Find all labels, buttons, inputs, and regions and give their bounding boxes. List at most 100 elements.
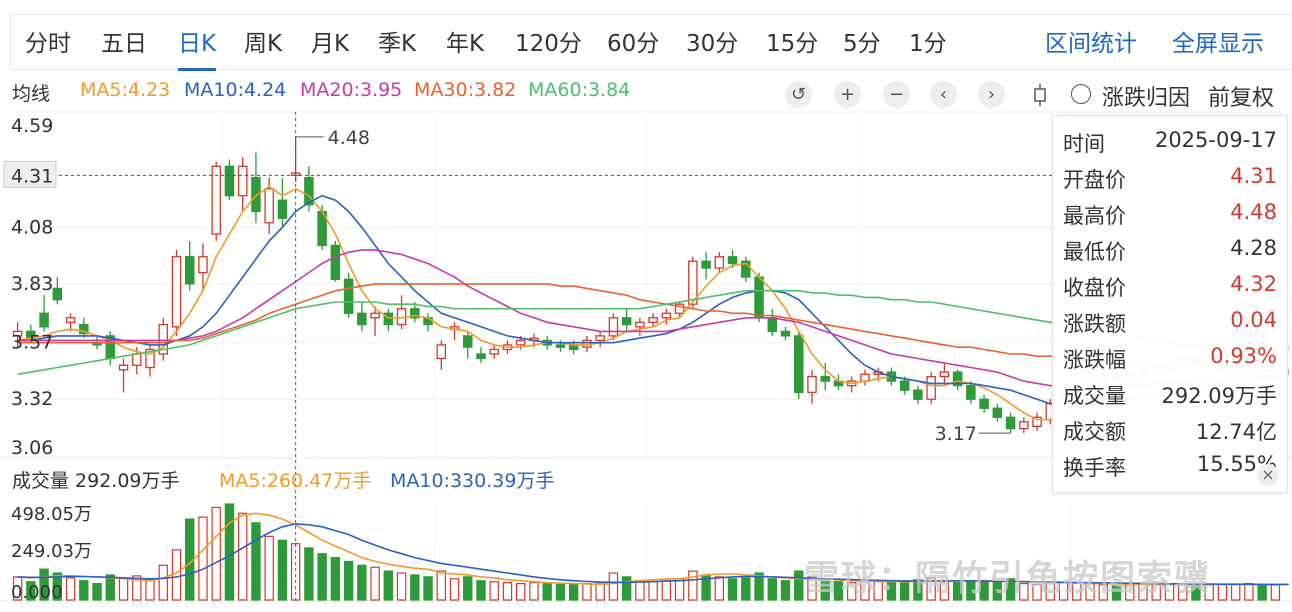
volume-bar bbox=[529, 582, 539, 601]
tab-5[interactable]: 季K bbox=[378, 31, 417, 57]
undo-icon[interactable]: ↺ bbox=[785, 81, 812, 108]
tab-6[interactable]: 年K bbox=[446, 31, 485, 57]
candle-body bbox=[621, 317, 632, 326]
volume-bar bbox=[502, 582, 513, 601]
info-row: 涨跌额 0.04 bbox=[1063, 308, 1277, 338]
fuquan-option[interactable]: 涨跌归因 bbox=[1102, 86, 1191, 111]
high-annotation: 4.48 bbox=[328, 127, 370, 149]
info-label: 开盘价 bbox=[1063, 168, 1126, 192]
candle-body bbox=[251, 176, 261, 213]
ma5-legend: MA5:4.23 bbox=[80, 79, 171, 101]
tab-12[interactable]: 1分 bbox=[909, 31, 947, 57]
zoom-out-icon[interactable]: − bbox=[883, 81, 910, 108]
info-value: 0.93% bbox=[1210, 344, 1277, 368]
price-tick-label: 4.08 bbox=[11, 216, 53, 238]
tab-8[interactable]: 60分 bbox=[607, 31, 660, 57]
volume-bar bbox=[158, 564, 168, 601]
volume-bar bbox=[555, 583, 566, 601]
info-label: 涨跌幅 bbox=[1063, 348, 1126, 372]
info-row: 成交额 12.74亿 bbox=[1063, 416, 1277, 446]
volume-bar bbox=[436, 570, 446, 601]
candle-body bbox=[913, 389, 923, 400]
candle-body bbox=[423, 317, 433, 326]
candle-body bbox=[727, 256, 738, 265]
close-icon[interactable]: × bbox=[1257, 464, 1279, 486]
tab-11[interactable]: 5分 bbox=[843, 31, 881, 57]
ma30-legend: MA30:3.82 bbox=[414, 79, 517, 101]
tab-4[interactable]: 月K bbox=[311, 31, 350, 57]
info-value: 4.28 bbox=[1230, 236, 1277, 260]
volume-bar bbox=[463, 576, 473, 601]
volume-bar bbox=[807, 576, 817, 601]
candle-body bbox=[1019, 421, 1029, 430]
price-tick-label: 3.83 bbox=[11, 273, 53, 295]
tab-3[interactable]: 周K bbox=[244, 31, 283, 57]
info-label: 收盘价 bbox=[1063, 276, 1126, 300]
tab-10[interactable]: 15分 bbox=[766, 31, 819, 57]
volume-bar bbox=[264, 535, 274, 601]
crosshair-price-box bbox=[3, 160, 57, 188]
tab-7[interactable]: 120分 bbox=[515, 31, 582, 57]
tab-2[interactable]: 日K bbox=[178, 15, 217, 71]
candle-body bbox=[79, 323, 89, 335]
price-tick-label: 3.06 bbox=[11, 437, 53, 459]
candle-body bbox=[65, 317, 76, 323]
range-stats-button[interactable]: 区间统计 bbox=[1045, 31, 1137, 57]
volume-bar bbox=[621, 576, 632, 601]
candle-body bbox=[264, 188, 274, 224]
ma10-legend: MA10:4.24 bbox=[184, 79, 287, 101]
volume-bar bbox=[79, 580, 89, 601]
volume-bar bbox=[1217, 583, 1228, 601]
volume-bar bbox=[635, 580, 645, 601]
volume-bar bbox=[582, 583, 592, 601]
volume-bar bbox=[132, 575, 142, 601]
candle-body bbox=[463, 335, 473, 348]
chevron-right-icon[interactable]: › bbox=[978, 81, 1005, 108]
zoom-in-icon[interactable]: + bbox=[834, 81, 861, 108]
info-value: 292.09万手 bbox=[1161, 384, 1277, 408]
volume-bar bbox=[410, 574, 420, 601]
tab-1[interactable]: 五日 bbox=[101, 31, 147, 57]
volume-tick-label: 498.05万 bbox=[11, 504, 92, 525]
fuquan-mode[interactable]: 前复权 bbox=[1208, 86, 1275, 111]
candle-body bbox=[383, 312, 394, 326]
volume-bar bbox=[1244, 583, 1254, 601]
chevron-left-icon[interactable]: ‹ bbox=[930, 81, 957, 108]
volume-tick-label: 249.03万 bbox=[11, 541, 92, 562]
tab-0[interactable]: 分时 bbox=[25, 31, 71, 57]
volume-bar bbox=[396, 572, 407, 601]
candle-style-icon[interactable] bbox=[1029, 83, 1051, 107]
candle-body bbox=[118, 364, 129, 371]
fuquan-radio[interactable] bbox=[1071, 84, 1091, 104]
volume-bar bbox=[1111, 584, 1122, 601]
volume-bar bbox=[926, 577, 936, 601]
volume-bar bbox=[542, 583, 552, 601]
volume-bar bbox=[1032, 583, 1042, 601]
volume-bar bbox=[674, 578, 685, 601]
candle-body bbox=[357, 312, 367, 326]
fullscreen-button[interactable]: 全屏显示 bbox=[1172, 31, 1264, 57]
candle-body bbox=[979, 398, 989, 409]
candle-body bbox=[237, 165, 248, 197]
info-label: 时间 bbox=[1063, 132, 1105, 156]
volume-bar bbox=[1191, 584, 1201, 601]
volume-bar bbox=[913, 579, 923, 601]
candle-body bbox=[714, 256, 725, 269]
candle-body bbox=[701, 260, 711, 269]
volume-bar bbox=[1257, 583, 1267, 601]
candle-body bbox=[304, 176, 314, 206]
volume-bar bbox=[1019, 583, 1029, 601]
candle-body bbox=[171, 256, 182, 328]
low-annotation: 3.17 bbox=[935, 423, 977, 445]
volume-bar bbox=[714, 576, 725, 601]
info-value: 2025-09-17 bbox=[1154, 128, 1277, 152]
tab-9[interactable]: 30分 bbox=[686, 31, 739, 57]
candle-body bbox=[661, 312, 672, 319]
info-label: 换手率 bbox=[1063, 456, 1126, 480]
candle-body bbox=[899, 380, 910, 391]
candle-body bbox=[754, 276, 764, 319]
volume-bar bbox=[383, 570, 394, 601]
info-value: 0.04 bbox=[1230, 308, 1277, 332]
info-row: 时间 2025-09-17 bbox=[1063, 128, 1277, 158]
info-label: 最高价 bbox=[1063, 204, 1126, 228]
